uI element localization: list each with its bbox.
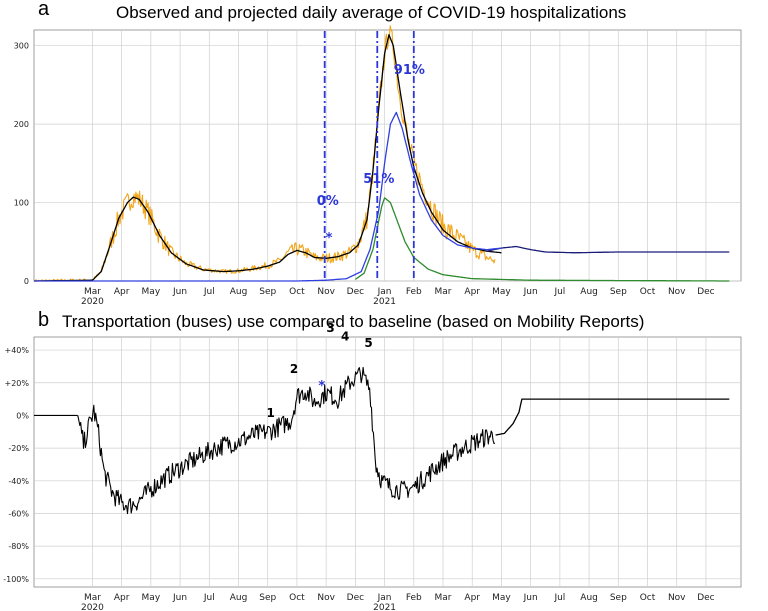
x-tick-label: Apr	[114, 287, 130, 297]
y-tick-label: -80%	[8, 542, 29, 551]
plot-area	[33, 29, 742, 282]
y-tick-label: 0	[24, 277, 29, 286]
series-model_fit	[34, 34, 502, 282]
x-tick-label: Oct	[289, 593, 305, 603]
x-tick-label: Apr	[114, 593, 130, 603]
numbered-marker: 1	[266, 406, 274, 420]
panel-a-letter: a	[38, 0, 50, 20]
x-tick-label: Mar	[84, 287, 101, 297]
series-bus_mobility_projection	[495, 398, 730, 436]
x-tick-label: Jun	[172, 593, 187, 603]
x-tick-label: Apr	[464, 593, 480, 603]
x-tick-label: May	[142, 593, 161, 603]
x-tick-label: Jul	[553, 287, 565, 297]
numbered-marker: 4	[341, 329, 349, 343]
x-tick-label: Dec	[697, 287, 714, 297]
scenario-label: 91%	[394, 63, 425, 78]
y-tick-label: 200	[14, 120, 29, 129]
x-tick-label: Nov	[668, 287, 686, 297]
x-tick-label: Aug	[580, 593, 598, 603]
panel-a-title: Observed and projected daily average of …	[116, 3, 627, 22]
asterisk-marker: *	[326, 231, 333, 246]
year-label: 2020	[81, 603, 104, 611]
x-tick-label: Aug	[580, 287, 598, 297]
x-tick-label: Jul	[203, 287, 215, 297]
x-tick-label: Jun	[172, 287, 187, 297]
x-tick-label: Mar	[435, 593, 452, 603]
series-observed	[34, 25, 496, 282]
year-label: 2020	[81, 297, 104, 307]
panel-b-letter: b	[38, 309, 50, 331]
x-tick-label: Aug	[230, 287, 248, 297]
y-tick-label: 300	[14, 42, 29, 51]
x-tick-label: Sep	[259, 287, 276, 297]
x-tick-label: Jun	[523, 593, 538, 603]
series-blue_scenario	[34, 111, 502, 282]
x-tick-label: Nov	[317, 593, 335, 603]
asterisk-marker: *	[318, 379, 325, 394]
y-tick-label: -60%	[8, 509, 29, 518]
x-tick-label: Nov	[317, 287, 335, 297]
scenario-label: 51%	[363, 172, 394, 187]
x-tick-label: May	[492, 593, 511, 603]
x-tick-label: Sep	[610, 287, 627, 297]
x-tick-label: Dec	[697, 593, 714, 603]
y-tick-label: 100	[14, 199, 29, 208]
x-tick-label: May	[492, 287, 511, 297]
x-tick-label: Oct	[640, 593, 656, 603]
numbered-marker: 5	[364, 336, 372, 350]
x-tick-label: Jan	[377, 287, 392, 297]
x-tick-label: Sep	[610, 593, 627, 603]
y-tick-label: -20%	[8, 444, 29, 453]
y-tick-label: -100%	[3, 575, 29, 584]
series-bus_mobility_observed	[34, 366, 496, 515]
year-label: 2021	[373, 297, 396, 307]
x-tick-label: Jul	[553, 593, 565, 603]
scenario-label: 0%	[317, 194, 339, 209]
y-tick-label: +20%	[5, 379, 30, 388]
x-tick-label: Jul	[203, 593, 215, 603]
x-tick-label: Apr	[464, 287, 480, 297]
x-tick-label: Oct	[640, 287, 656, 297]
y-tick-label: 0%	[16, 411, 29, 420]
numbered-marker: 2	[290, 362, 298, 376]
year-label: 2021	[373, 603, 396, 611]
x-tick-label: May	[142, 287, 161, 297]
y-tick-label: -40%	[8, 477, 29, 486]
x-tick-label: Oct	[289, 287, 305, 297]
x-tick-label: Mar	[435, 287, 452, 297]
x-tick-label: Dec	[347, 287, 364, 297]
chart-panel-a: Mar Apr May Jun Jul Aug Sep Oct Nov Dec Jan Feb Mar A…	[14, 25, 742, 307]
series-projection	[486, 245, 730, 254]
x-tick-label: Mar	[84, 593, 101, 603]
series-green_scenario	[355, 197, 730, 282]
x-tick-label: Nov	[668, 593, 686, 603]
panel-b-title: Transportation (buses) use compared to b…	[62, 312, 645, 331]
x-tick-label: Dec	[347, 593, 364, 603]
x-tick-label: Aug	[230, 593, 248, 603]
plot-area	[33, 336, 742, 588]
x-tick-label: Jun	[523, 287, 538, 297]
x-tick-label: Feb	[406, 593, 422, 603]
x-tick-label: Feb	[406, 287, 422, 297]
x-tick-label: Jan	[377, 593, 392, 603]
chart-panel-b: Mar Apr May Jun Jul Aug Sep Oct Nov Dec Jan Feb Mar A…	[3, 321, 742, 611]
numbered-marker: 3	[326, 321, 334, 335]
y-tick-label: +40%	[5, 346, 30, 355]
x-tick-label: Sep	[259, 593, 276, 603]
